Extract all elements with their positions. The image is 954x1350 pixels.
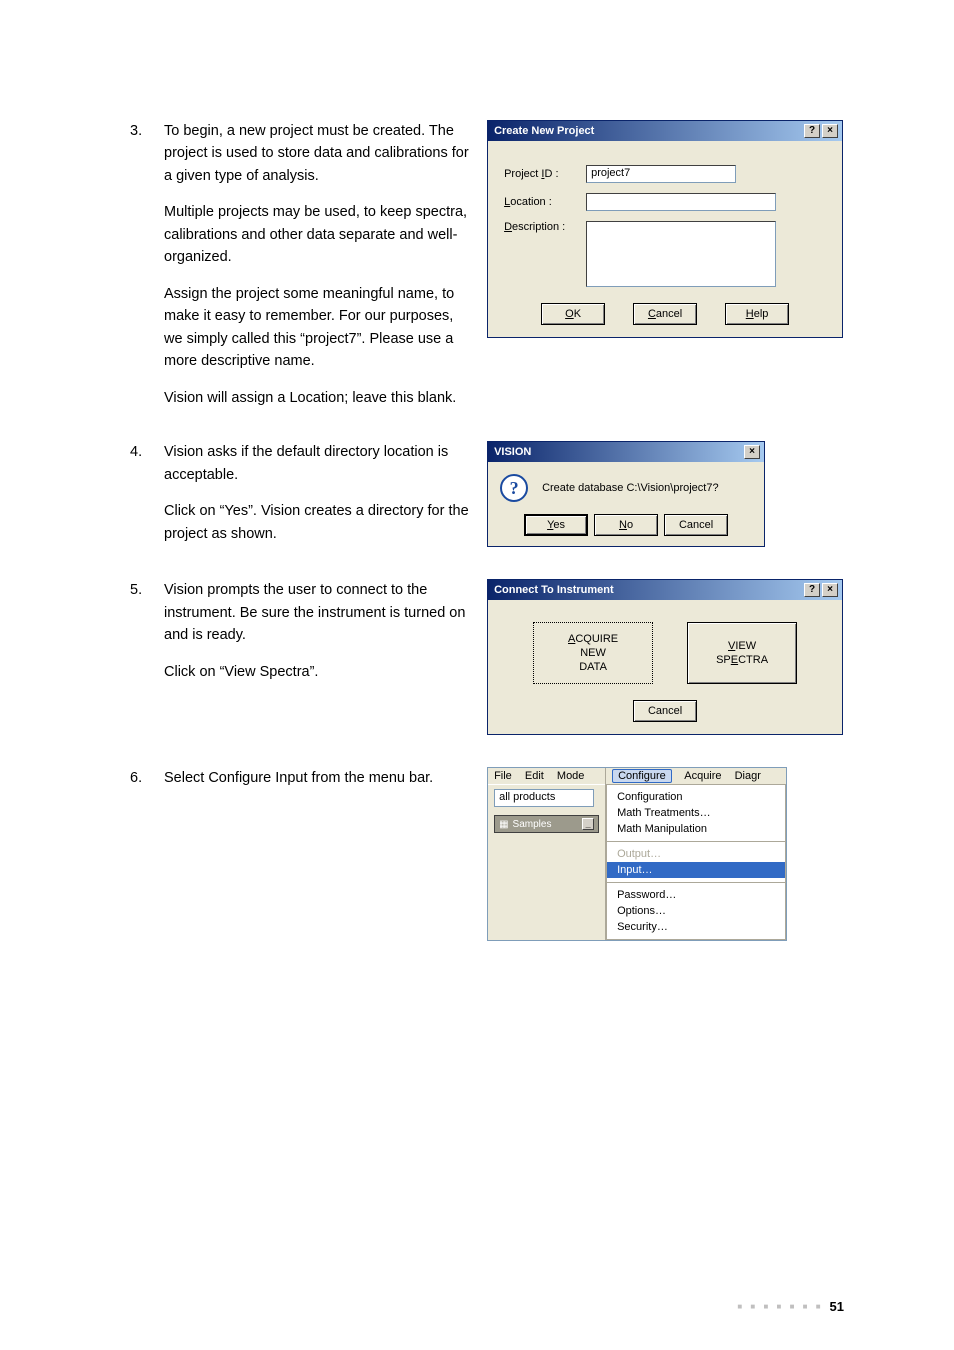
step-4-p1: Vision asks if the default directory loc… <box>164 441 469 486</box>
location-label: Location : <box>504 196 586 208</box>
menu-mode[interactable]: Mode <box>557 770 585 782</box>
project-id-label: Project ID : <box>504 168 586 180</box>
cancel-button[interactable]: Cancel <box>633 303 697 325</box>
create-new-project-dialog: Create New Project ? × Project ID : proj… <box>487 120 843 338</box>
step-3-p3: Assign the project some meaningful name,… <box>164 283 469 373</box>
close-titlebar-button[interactable]: × <box>822 124 838 138</box>
menu-configure[interactable]: Configure <box>612 769 672 783</box>
cancel-button[interactable]: Cancel <box>664 514 728 536</box>
step-5-number: 5. <box>130 579 164 683</box>
menu-item-math-manipulation[interactable]: Math Manipulation <box>617 821 775 837</box>
menu-item-input[interactable]: Input… <box>607 862 785 878</box>
menu-edit[interactable]: Edit <box>525 770 544 782</box>
yes-button[interactable]: Yes <box>524 514 588 536</box>
footer-squares-icon: ■ ■ ■ ■ ■ ■ ■ <box>737 1302 823 1311</box>
step-3-p4: Vision will assign a Location; leave thi… <box>164 387 469 409</box>
step-5-p1: Vision prompts the user to connect to th… <box>164 579 469 646</box>
cancel-button[interactable]: Cancel <box>633 700 697 722</box>
close-titlebar-button[interactable]: × <box>822 583 838 597</box>
step-4-p2: Click on “Yes”. Vision creates a directo… <box>164 500 469 545</box>
samples-label: Samples <box>513 819 552 830</box>
confirm-message: Create database C:\Vision\project7? <box>542 482 719 494</box>
step-6-p1: Select Configure Input from the menu bar… <box>164 767 469 789</box>
menu-item-password[interactable]: Password… <box>617 887 775 903</box>
configure-dropdown-menu: Configuration Math Treatments… Math Mani… <box>606 784 786 940</box>
question-icon: ? <box>500 474 528 502</box>
acquire-new-data-button[interactable]: ACQUIRENEWDATA <box>533 622 653 684</box>
step-6-number: 6. <box>130 767 164 789</box>
help-titlebar-button[interactable]: ? <box>804 583 820 597</box>
configure-menu-screenshot: File Edit Mode all products ▦ Samples _ <box>487 767 787 941</box>
step-3-p1: To begin, a new project must be created.… <box>164 120 469 187</box>
help-titlebar-button[interactable]: ? <box>804 124 820 138</box>
connect-to-instrument-dialog: Connect To Instrument ? × ACQUIRENEWDATA… <box>487 579 843 735</box>
step-3-p2: Multiple projects may be used, to keep s… <box>164 201 469 268</box>
panel-icon: ▦ <box>499 819 508 830</box>
step-5-p2: Click on “View Spectra”. <box>164 661 469 683</box>
step-3-number: 3. <box>130 120 164 409</box>
menu-item-security[interactable]: Security… <box>617 919 775 935</box>
page-footer: ■ ■ ■ ■ ■ ■ ■ 51 <box>737 1299 844 1314</box>
ok-button[interactable]: OK <box>541 303 605 325</box>
menu-diagr[interactable]: Diagr <box>735 770 761 782</box>
samples-panel-header[interactable]: ▦ Samples _ <box>494 815 599 833</box>
product-combo[interactable]: all products <box>494 789 594 807</box>
vision-confirm-dialog: VISION × ? Create database C:\Vision\pro… <box>487 441 765 547</box>
minimize-icon[interactable]: _ <box>582 818 594 830</box>
location-input[interactable] <box>586 193 776 211</box>
dialog-title: Connect To Instrument <box>494 584 614 596</box>
project-id-input[interactable]: project7 <box>586 165 736 183</box>
menu-file[interactable]: File <box>494 770 512 782</box>
dialog-title: VISION <box>494 446 531 458</box>
description-label: Description : <box>504 221 586 233</box>
description-input[interactable] <box>586 221 776 287</box>
help-button[interactable]: Help <box>725 303 789 325</box>
no-button[interactable]: No <box>594 514 658 536</box>
menu-acquire[interactable]: Acquire <box>684 770 721 782</box>
menu-item-output: Output… <box>617 846 775 862</box>
view-spectra-button[interactable]: VIEWSPECTRA <box>687 622 797 684</box>
menu-item-options[interactable]: Options… <box>617 903 775 919</box>
step-4-number: 4. <box>130 441 164 545</box>
close-titlebar-button[interactable]: × <box>744 445 760 459</box>
dialog-title: Create New Project <box>494 125 594 137</box>
page-number: 51 <box>830 1299 844 1314</box>
menu-item-math-treatments[interactable]: Math Treatments… <box>617 805 775 821</box>
menu-item-configuration[interactable]: Configuration <box>617 789 775 805</box>
